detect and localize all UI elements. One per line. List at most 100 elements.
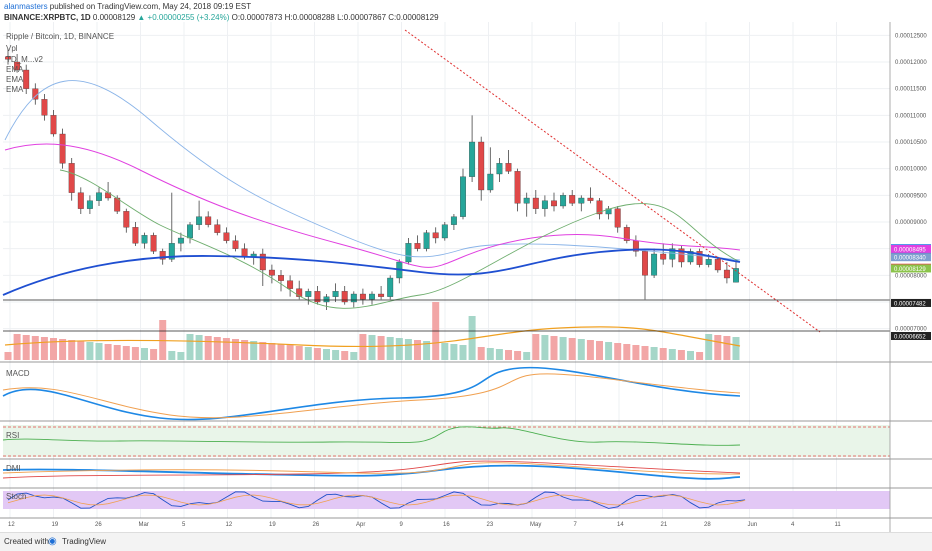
volume-ma: [4, 326, 741, 348]
y-tick-label: 0.00009500: [895, 193, 927, 199]
price-tag: [891, 253, 931, 262]
candle: [341, 291, 348, 303]
volume-bar: [250, 341, 258, 360]
volume-bar: [168, 351, 176, 360]
candle: [541, 200, 548, 209]
price-tag: [891, 298, 931, 307]
volume-bar: [332, 350, 340, 360]
volume-bar: [141, 348, 148, 360]
candle: [514, 171, 521, 204]
volume-bar: [687, 351, 694, 360]
candle: [496, 163, 503, 175]
volume-bar: [596, 341, 603, 360]
price-tag-label: 0.00008129: [894, 267, 926, 273]
stoch-d: [7, 494, 746, 506]
candle: [5, 56, 11, 60]
volume-bar: [268, 343, 276, 360]
volume-bar: [323, 349, 330, 360]
volume-bar: [705, 334, 713, 360]
candle: [578, 197, 585, 204]
volume-bar: [40, 337, 48, 360]
candle: [523, 197, 530, 204]
candle: [369, 293, 375, 300]
volume-bar: [295, 346, 303, 360]
volume-bar: [459, 345, 467, 360]
candle: [50, 115, 57, 135]
candle: [651, 253, 658, 276]
volume-bar: [514, 351, 522, 360]
candle: [487, 173, 494, 191]
volume-bar: [723, 336, 731, 360]
candle: [323, 296, 330, 303]
x-tick-label: 5: [182, 522, 186, 528]
trend-line: [404, 29, 821, 333]
x-tick-label: 12: [226, 522, 233, 528]
publish-info: published on TradingView.com, May 24, 20…: [47, 2, 252, 11]
open: O:0.00007873: [231, 13, 283, 22]
volume-bar: [386, 337, 394, 360]
volume-bar: [677, 350, 685, 360]
tradingview-logo: ◉: [48, 536, 57, 547]
y-tick-label: 0.00009000: [895, 220, 927, 226]
volume-bar: [213, 337, 221, 360]
tradingview-brand[interactable]: TradingView: [62, 537, 107, 546]
volume-bar: [204, 336, 212, 360]
volume-bar: [404, 339, 412, 360]
x-tick-label: 19: [269, 522, 276, 528]
volume-bar: [350, 352, 358, 360]
volume-bar: [286, 345, 294, 360]
x-tick-label: 28: [704, 522, 711, 528]
candle: [460, 176, 466, 217]
volume-bar: [95, 343, 103, 360]
candle: [14, 61, 21, 71]
volume-bar: [122, 346, 130, 360]
candle: [705, 259, 712, 265]
candle: [59, 133, 66, 164]
candle: [405, 243, 412, 263]
ema-50: [59, 169, 741, 309]
signal-line: [2, 373, 741, 419]
candle: [305, 291, 312, 297]
price-tag-label: 0.00006652: [894, 335, 926, 341]
volume-bar: [241, 340, 249, 360]
candle: [96, 192, 102, 201]
x-tick-label: 23: [487, 522, 494, 528]
author-link[interactable]: alanmasters: [4, 2, 48, 11]
x-tick-label: Mar: [139, 522, 149, 528]
candle: [32, 88, 39, 100]
volume-bar: [423, 341, 431, 360]
volume-bar: [259, 342, 267, 360]
price-tag-label: 0.00008340: [894, 256, 926, 262]
candle: [605, 208, 612, 215]
x-tick-label: May: [530, 522, 541, 528]
volume-bar: [222, 338, 230, 360]
low: L:0.00007867: [337, 13, 387, 22]
candle: [205, 216, 212, 225]
volume-bar: [31, 336, 39, 360]
legend-ema-3: EMA: [6, 85, 24, 94]
y-tick-label: 0.00011000: [895, 113, 927, 119]
candle: [723, 269, 730, 279]
price-chart[interactable]: 0.00012500 0.00012000 0.00011500 0.00011000…: [0, 0, 932, 532]
legend-title: Ripple / Bitcoin, 1D, BINANCE: [6, 32, 115, 41]
x-tick-label: 16: [443, 522, 450, 528]
y-tick-label: 0.00012500: [895, 33, 927, 39]
candle: [441, 224, 448, 239]
x-tick-label: 12: [8, 522, 15, 528]
candle: [150, 235, 157, 252]
x-tick-label: 4: [791, 522, 795, 528]
candle: [123, 211, 130, 228]
x-tick-label: 14: [617, 522, 624, 528]
volume-bar: [550, 336, 558, 360]
price-tag: [891, 332, 931, 340]
candle: [296, 288, 303, 297]
candle: [378, 293, 385, 297]
ema-200: [4, 80, 741, 261]
candle: [660, 253, 667, 260]
price-tag: [891, 244, 931, 253]
volume-bar: [668, 349, 676, 360]
candle: [187, 224, 193, 239]
candle: [359, 293, 366, 300]
candle: [469, 141, 476, 177]
volume-bar: [650, 347, 658, 360]
